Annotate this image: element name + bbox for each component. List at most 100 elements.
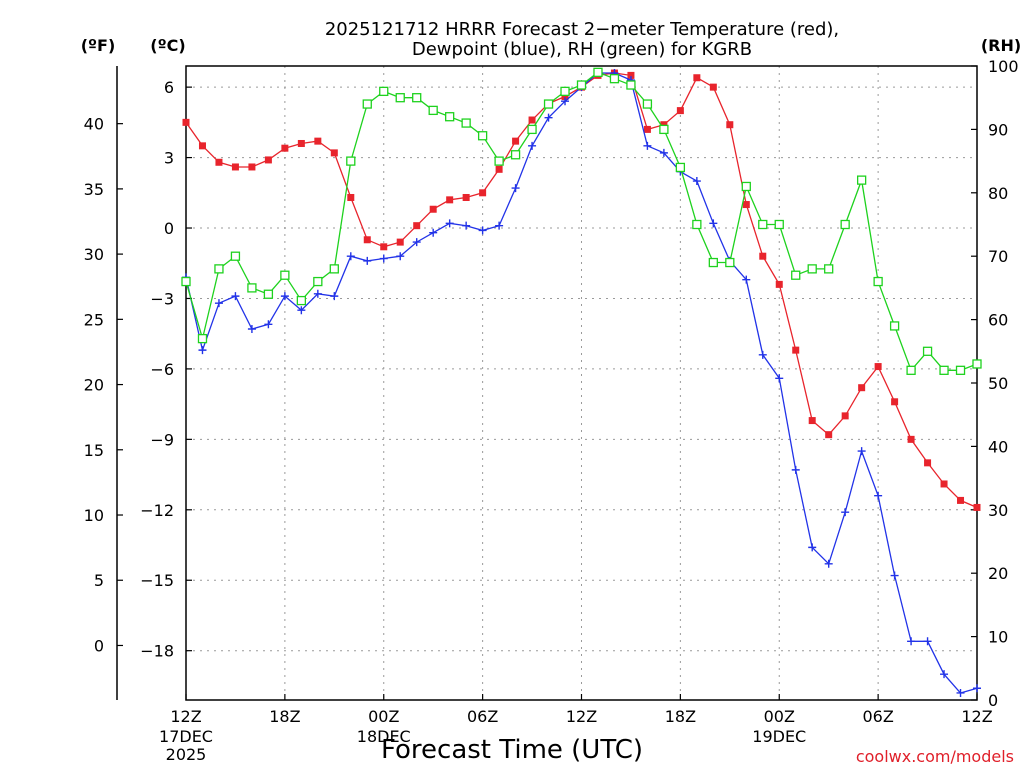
rh-point <box>362 99 372 109</box>
temperature-point <box>314 137 322 145</box>
temperature-point <box>231 163 239 171</box>
fahrenheit-tick-label: 0 <box>94 636 104 655</box>
rh-tick-label: 80 <box>988 184 1008 203</box>
celsius-tick-label: 6 <box>164 78 174 97</box>
rh-point <box>692 219 702 230</box>
dewpoint-point <box>956 688 965 697</box>
rh-point <box>329 264 339 274</box>
dewpoint-point <box>775 374 784 383</box>
time-tick-label: 00Z <box>368 707 399 726</box>
rh-point <box>593 67 603 77</box>
rh-point <box>230 251 241 261</box>
date-label: 2025 <box>166 745 207 764</box>
dewpoint-point <box>313 289 322 298</box>
temperature-point <box>726 121 734 129</box>
time-tick-label: 06Z <box>467 707 498 726</box>
fahrenheit-tick-label: 15 <box>84 441 104 460</box>
dewpoint-point <box>890 571 899 580</box>
temperature-point <box>198 142 206 150</box>
temperature-point <box>462 193 470 201</box>
fahrenheit-tick-label: 40 <box>84 115 104 134</box>
temperature-point <box>973 503 981 511</box>
temperature-point <box>215 158 223 166</box>
rh-point <box>428 105 438 116</box>
temperature-point <box>347 193 355 201</box>
celsius-tick-label: −6 <box>150 360 174 379</box>
rh-point <box>807 264 817 274</box>
date-label: 17DEC <box>159 727 213 746</box>
temperature-point <box>924 459 932 467</box>
rh-point <box>824 264 834 274</box>
time-tick-label: 00Z <box>764 707 795 726</box>
celsius-tick-label: 3 <box>164 149 174 168</box>
dewpoint-point <box>231 292 240 301</box>
rh-tick-label: 40 <box>988 437 1008 456</box>
fahrenheit-tick-label: 30 <box>84 245 104 264</box>
x-axis-title: Forecast Time (UTC) <box>381 735 643 765</box>
temperature-point <box>182 118 190 126</box>
rh-tick-label: 90 <box>988 120 1008 139</box>
dewpoint-point <box>808 543 817 552</box>
dewpoint-point <box>561 97 570 106</box>
temperature-point <box>957 496 965 504</box>
temperature-point <box>413 222 421 230</box>
dewpoint-point <box>363 256 372 265</box>
chart-series <box>181 67 982 697</box>
chart-title-line-1: 2025121712 HRRR Forecast 2−meter Tempera… <box>325 19 839 40</box>
dewpoint-point <box>412 238 421 247</box>
rh-tick-label: 20 <box>988 564 1008 583</box>
dewpoint-point <box>297 306 306 315</box>
temperature-point <box>248 163 256 171</box>
date-label: 18DEC <box>357 727 411 746</box>
fahrenheit-tick-label: 35 <box>84 180 104 199</box>
rh-point <box>642 99 653 109</box>
dewpoint-point <box>495 221 504 230</box>
temperature-point <box>281 144 289 152</box>
rh-point <box>906 365 916 375</box>
dewpoint-point <box>445 219 454 228</box>
chart-grid <box>186 66 977 700</box>
dewpoint-point <box>923 637 932 646</box>
dewpoint-point <box>758 350 767 359</box>
date-label: 19DEC <box>752 727 806 746</box>
rh-point <box>280 270 290 280</box>
temperature-point <box>446 196 454 204</box>
celsius-unit-label: (ºC) <box>150 36 185 55</box>
temperature-point <box>792 346 800 354</box>
rh-tick-label: 0 <box>988 691 998 710</box>
time-tick-label: 18Z <box>269 707 300 726</box>
dewpoint-point <box>346 252 355 261</box>
temperature-point <box>759 252 767 260</box>
temperature-point <box>874 363 882 371</box>
dewpoint-point <box>692 177 701 186</box>
dewpoint-point <box>544 113 553 122</box>
rh-point <box>313 276 323 287</box>
time-tick-label: 18Z <box>665 707 696 726</box>
rh-point <box>527 124 537 135</box>
chart-title-line-2: Dewpoint (blue), RH (green) for KGRB <box>412 39 752 60</box>
temperature-point <box>297 139 305 147</box>
dewpoint-point <box>511 184 520 193</box>
dewpoint-point <box>874 491 883 500</box>
temperature-point <box>512 137 520 145</box>
rh-point <box>659 124 669 135</box>
temperature-point <box>660 121 668 129</box>
dewpoint-point <box>462 221 471 230</box>
rh-point <box>560 86 570 97</box>
rh-point <box>626 80 636 90</box>
temperature-point <box>858 384 866 392</box>
temperature-point <box>627 71 635 79</box>
temperature-point <box>396 238 404 246</box>
dewpoint-point <box>478 226 487 235</box>
rh-point <box>741 181 751 192</box>
temperature-point <box>709 83 717 91</box>
dewpoint-point <box>907 637 916 646</box>
temperature-point <box>891 398 899 406</box>
time-tick-label: 12Z <box>566 707 597 726</box>
dewpoint-point <box>857 447 866 456</box>
dewpoint-point <box>379 254 388 263</box>
fahrenheit-tick-label: 25 <box>84 310 104 329</box>
rh-point <box>494 156 504 166</box>
rh-series <box>181 67 982 375</box>
